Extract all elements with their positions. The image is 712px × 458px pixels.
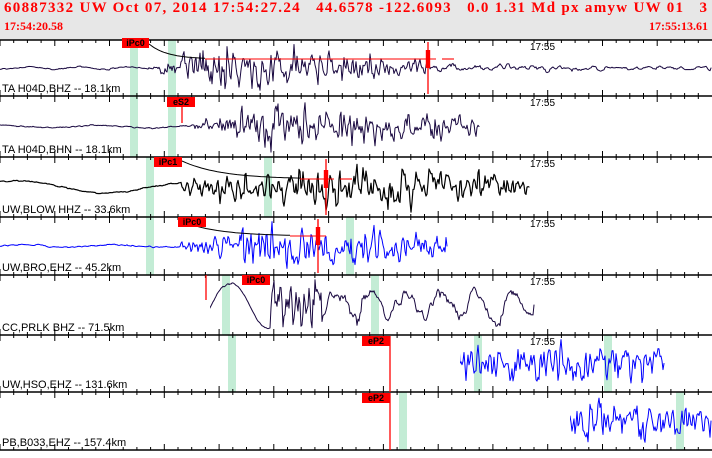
svg-text:iPc0: iPc0 [183, 217, 202, 227]
svg-text:eP2: eP2 [368, 336, 384, 346]
svg-text:iPc0: iPc0 [247, 275, 266, 285]
svg-text:iPc0: iPc0 [126, 38, 145, 48]
svg-text:eS2: eS2 [173, 97, 189, 107]
svg-text:iPc1: iPc1 [159, 157, 178, 167]
svg-text:eP2: eP2 [368, 393, 384, 403]
